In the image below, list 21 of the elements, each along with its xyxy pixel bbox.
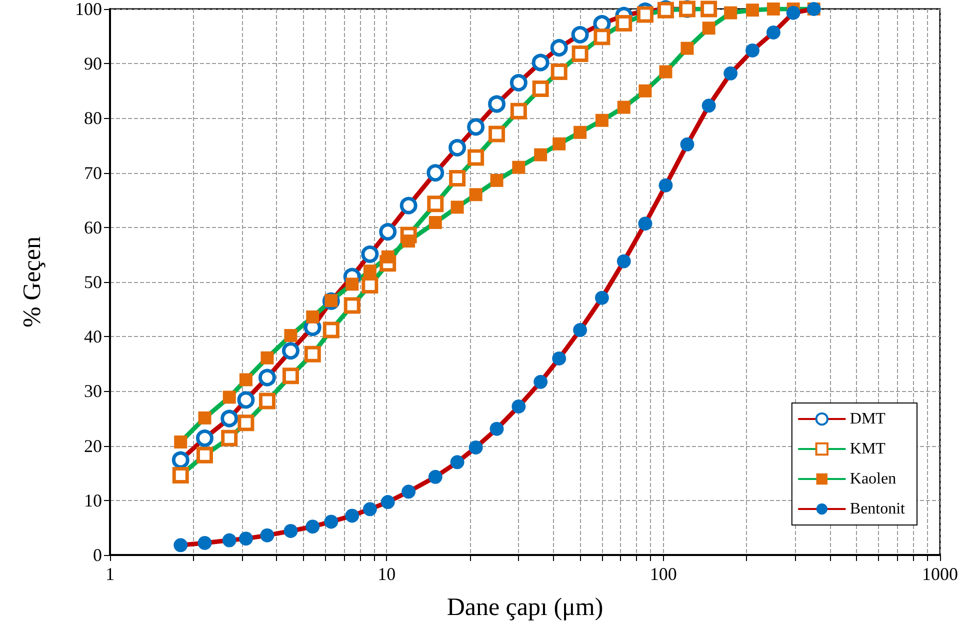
legend-label: Kaolen xyxy=(850,470,896,488)
y-tick-label: 40 xyxy=(84,326,102,347)
x-tick-label: 1 xyxy=(106,564,114,584)
y-tick-label: 20 xyxy=(84,436,102,456)
y-tick-label: 70 xyxy=(84,162,102,183)
legend-label: Bentonit xyxy=(850,500,906,518)
y-tick-label: 60 xyxy=(84,217,102,238)
legend-label: DMT xyxy=(850,410,886,428)
x-axis-title: Dane çapı (μm) xyxy=(446,594,604,621)
y-tick-label: 10 xyxy=(84,490,102,510)
y-tick-label: 50 xyxy=(84,272,102,292)
legend-label: KMT xyxy=(850,440,886,458)
x-tick-label: 1000 xyxy=(922,564,958,584)
y-tick-label: 30 xyxy=(84,381,102,402)
y-tick-label: 0 xyxy=(93,545,102,565)
x-tick-label: 10 xyxy=(378,564,396,584)
x-tick-label: 100 xyxy=(650,564,677,584)
y-tick-label: 80 xyxy=(84,108,102,128)
y-tick-label: 90 xyxy=(84,54,102,74)
y-tick-label: 100 xyxy=(75,0,102,19)
y-axis-title: % Geçen xyxy=(19,236,46,328)
